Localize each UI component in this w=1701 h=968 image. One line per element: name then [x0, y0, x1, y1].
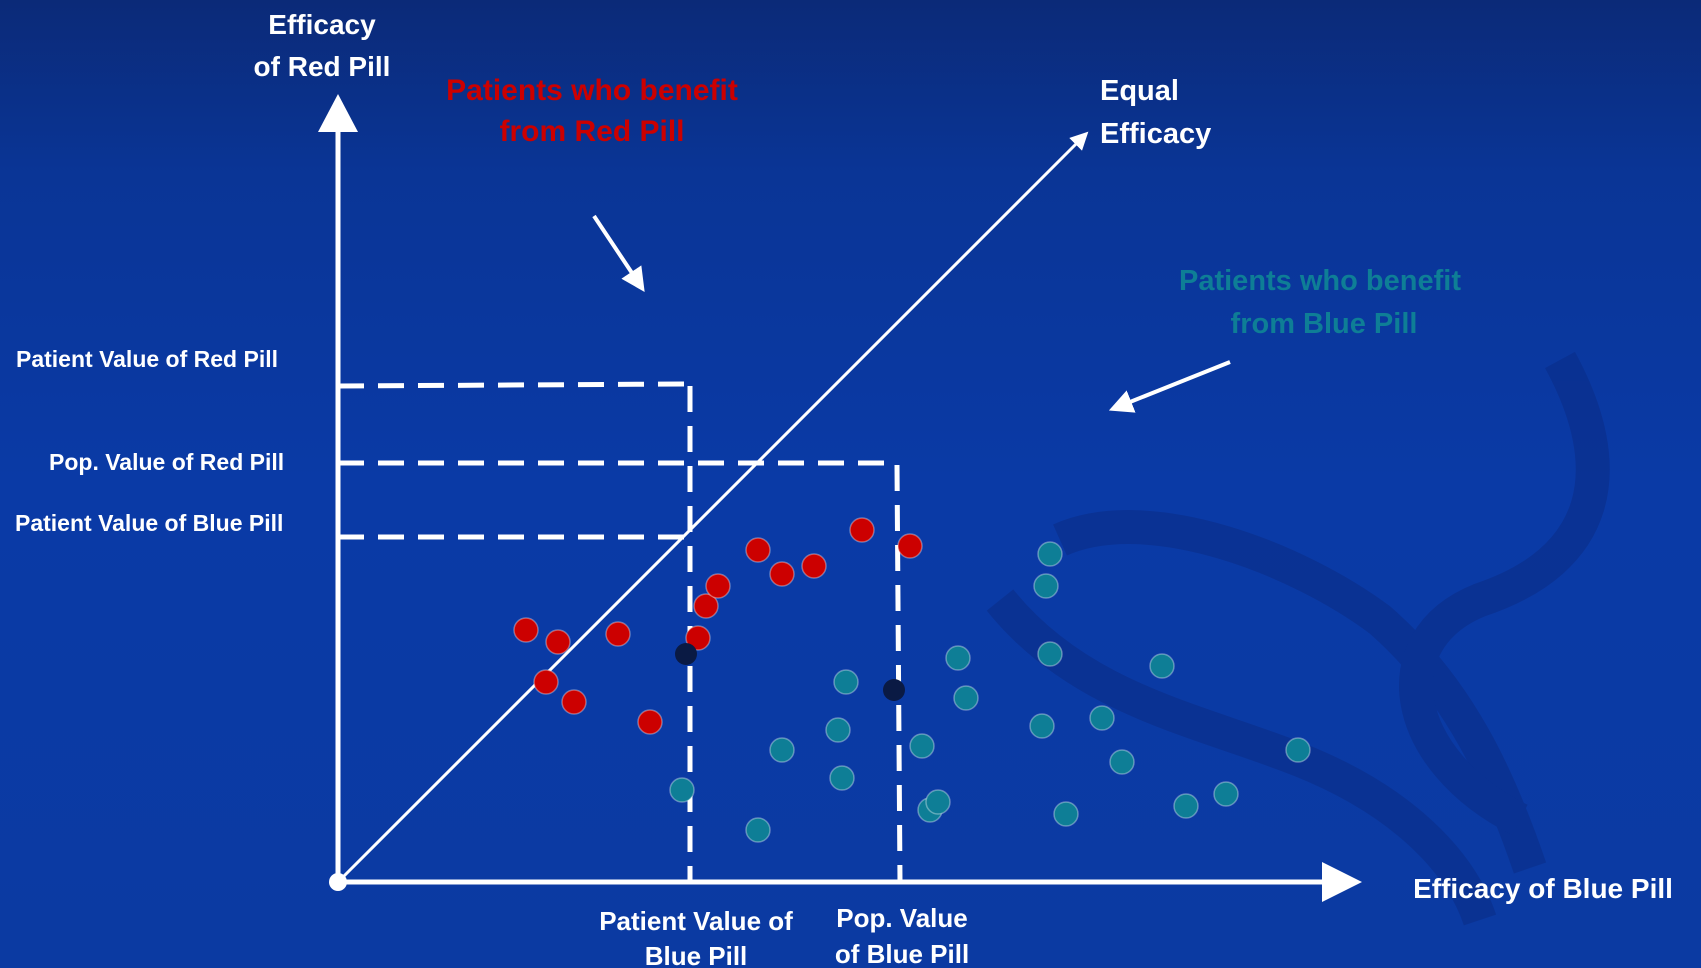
red-pill-patient-point — [849, 517, 875, 543]
x-axis-label: Efficacy of Blue Pill — [1413, 873, 1673, 904]
blue-pill-patient-point — [745, 817, 771, 843]
data-points — [513, 517, 1311, 843]
blue-pill-patient-point — [825, 717, 851, 743]
blue-pill-patient-point — [1033, 573, 1059, 599]
population-value-marker — [883, 679, 905, 701]
red-pill-patient-point — [745, 537, 771, 563]
patient-red-guide — [337, 381, 689, 389]
blue-group-pointer-arrow — [1108, 360, 1231, 413]
red-group-pointer-arrow — [592, 214, 645, 292]
red-pill-patient-point — [637, 709, 663, 735]
y-axis-label-line2: of Red Pill — [254, 51, 391, 82]
blue-pill-patient-point — [833, 669, 859, 695]
red-pill-patient-point — [685, 625, 711, 651]
patient-blue-x-label-line1: Patient Value of — [599, 906, 793, 936]
blue-pill-patient-point — [1089, 705, 1115, 731]
blue-pill-patient-point — [1029, 713, 1055, 739]
red-pill-patient-point — [513, 617, 539, 643]
origin-dot — [329, 873, 347, 891]
red-pill-patient-point — [561, 689, 587, 715]
blue-pill-patient-point — [1053, 801, 1079, 827]
red-pill-patient-point — [693, 593, 719, 619]
red-group-label-line2: from Red Pill — [499, 115, 684, 148]
background-swirl — [986, 351, 1610, 926]
red-group-label-line1: Patients who benefit — [446, 74, 738, 107]
pop-blue-x-label-line1: Pop. Value — [836, 903, 968, 933]
blue-pill-patient-point — [1285, 737, 1311, 763]
blue-pill-patient-point — [1149, 653, 1175, 679]
blue-pill-patient-point — [1037, 541, 1063, 567]
equal-efficacy-line — [336, 131, 1089, 884]
blue-pill-patient-point — [1109, 749, 1135, 775]
blue-pill-patient-point — [1173, 793, 1199, 819]
blue-pill-patient-point — [669, 777, 695, 803]
patient-blue-value-label: Patient Value of Blue Pill — [15, 510, 283, 536]
equal-efficacy-label-line1: Equal — [1100, 75, 1179, 107]
blue-pill-patient-point — [953, 685, 979, 711]
pop-blue-x-label-line2: of Blue Pill — [835, 939, 969, 968]
blue-pill-patient-point — [769, 737, 795, 763]
patient-blue-x-label-line2: Blue Pill — [645, 941, 748, 968]
red-pill-patient-point — [769, 561, 795, 587]
pop-red-value-label: Pop. Value of Red Pill — [49, 449, 284, 475]
blue-pill-patient-point — [925, 789, 951, 815]
patient-value-marker — [675, 643, 697, 665]
blue-pill-patient-point — [1037, 641, 1063, 667]
red-pill-patient-point — [605, 621, 631, 647]
red-pill-patient-point — [533, 669, 559, 695]
blue-pill-patient-point — [1213, 781, 1239, 807]
blue-pill-patient-point — [945, 645, 971, 671]
red-pill-patient-point — [705, 573, 731, 599]
red-pill-patient-point — [801, 553, 827, 579]
red-pill-patient-point — [545, 629, 571, 655]
y-axis-arrow — [318, 94, 358, 132]
blue-pill-patient-point — [829, 765, 855, 791]
blue-group-label-line2: from Blue Pill — [1231, 308, 1418, 340]
blue-pill-patient-point — [909, 733, 935, 759]
equal-efficacy-label-line2: Efficacy — [1100, 118, 1211, 150]
pop-blue-x-guide — [894, 464, 903, 883]
y-axis-label-line1: Efficacy — [268, 9, 376, 40]
patient-red-value-label: Patient Value of Red Pill — [16, 346, 278, 372]
x-axis-arrow — [1322, 862, 1362, 902]
red-pill-patient-point — [897, 533, 923, 559]
blue-group-label-line1: Patients who benefit — [1179, 265, 1461, 297]
